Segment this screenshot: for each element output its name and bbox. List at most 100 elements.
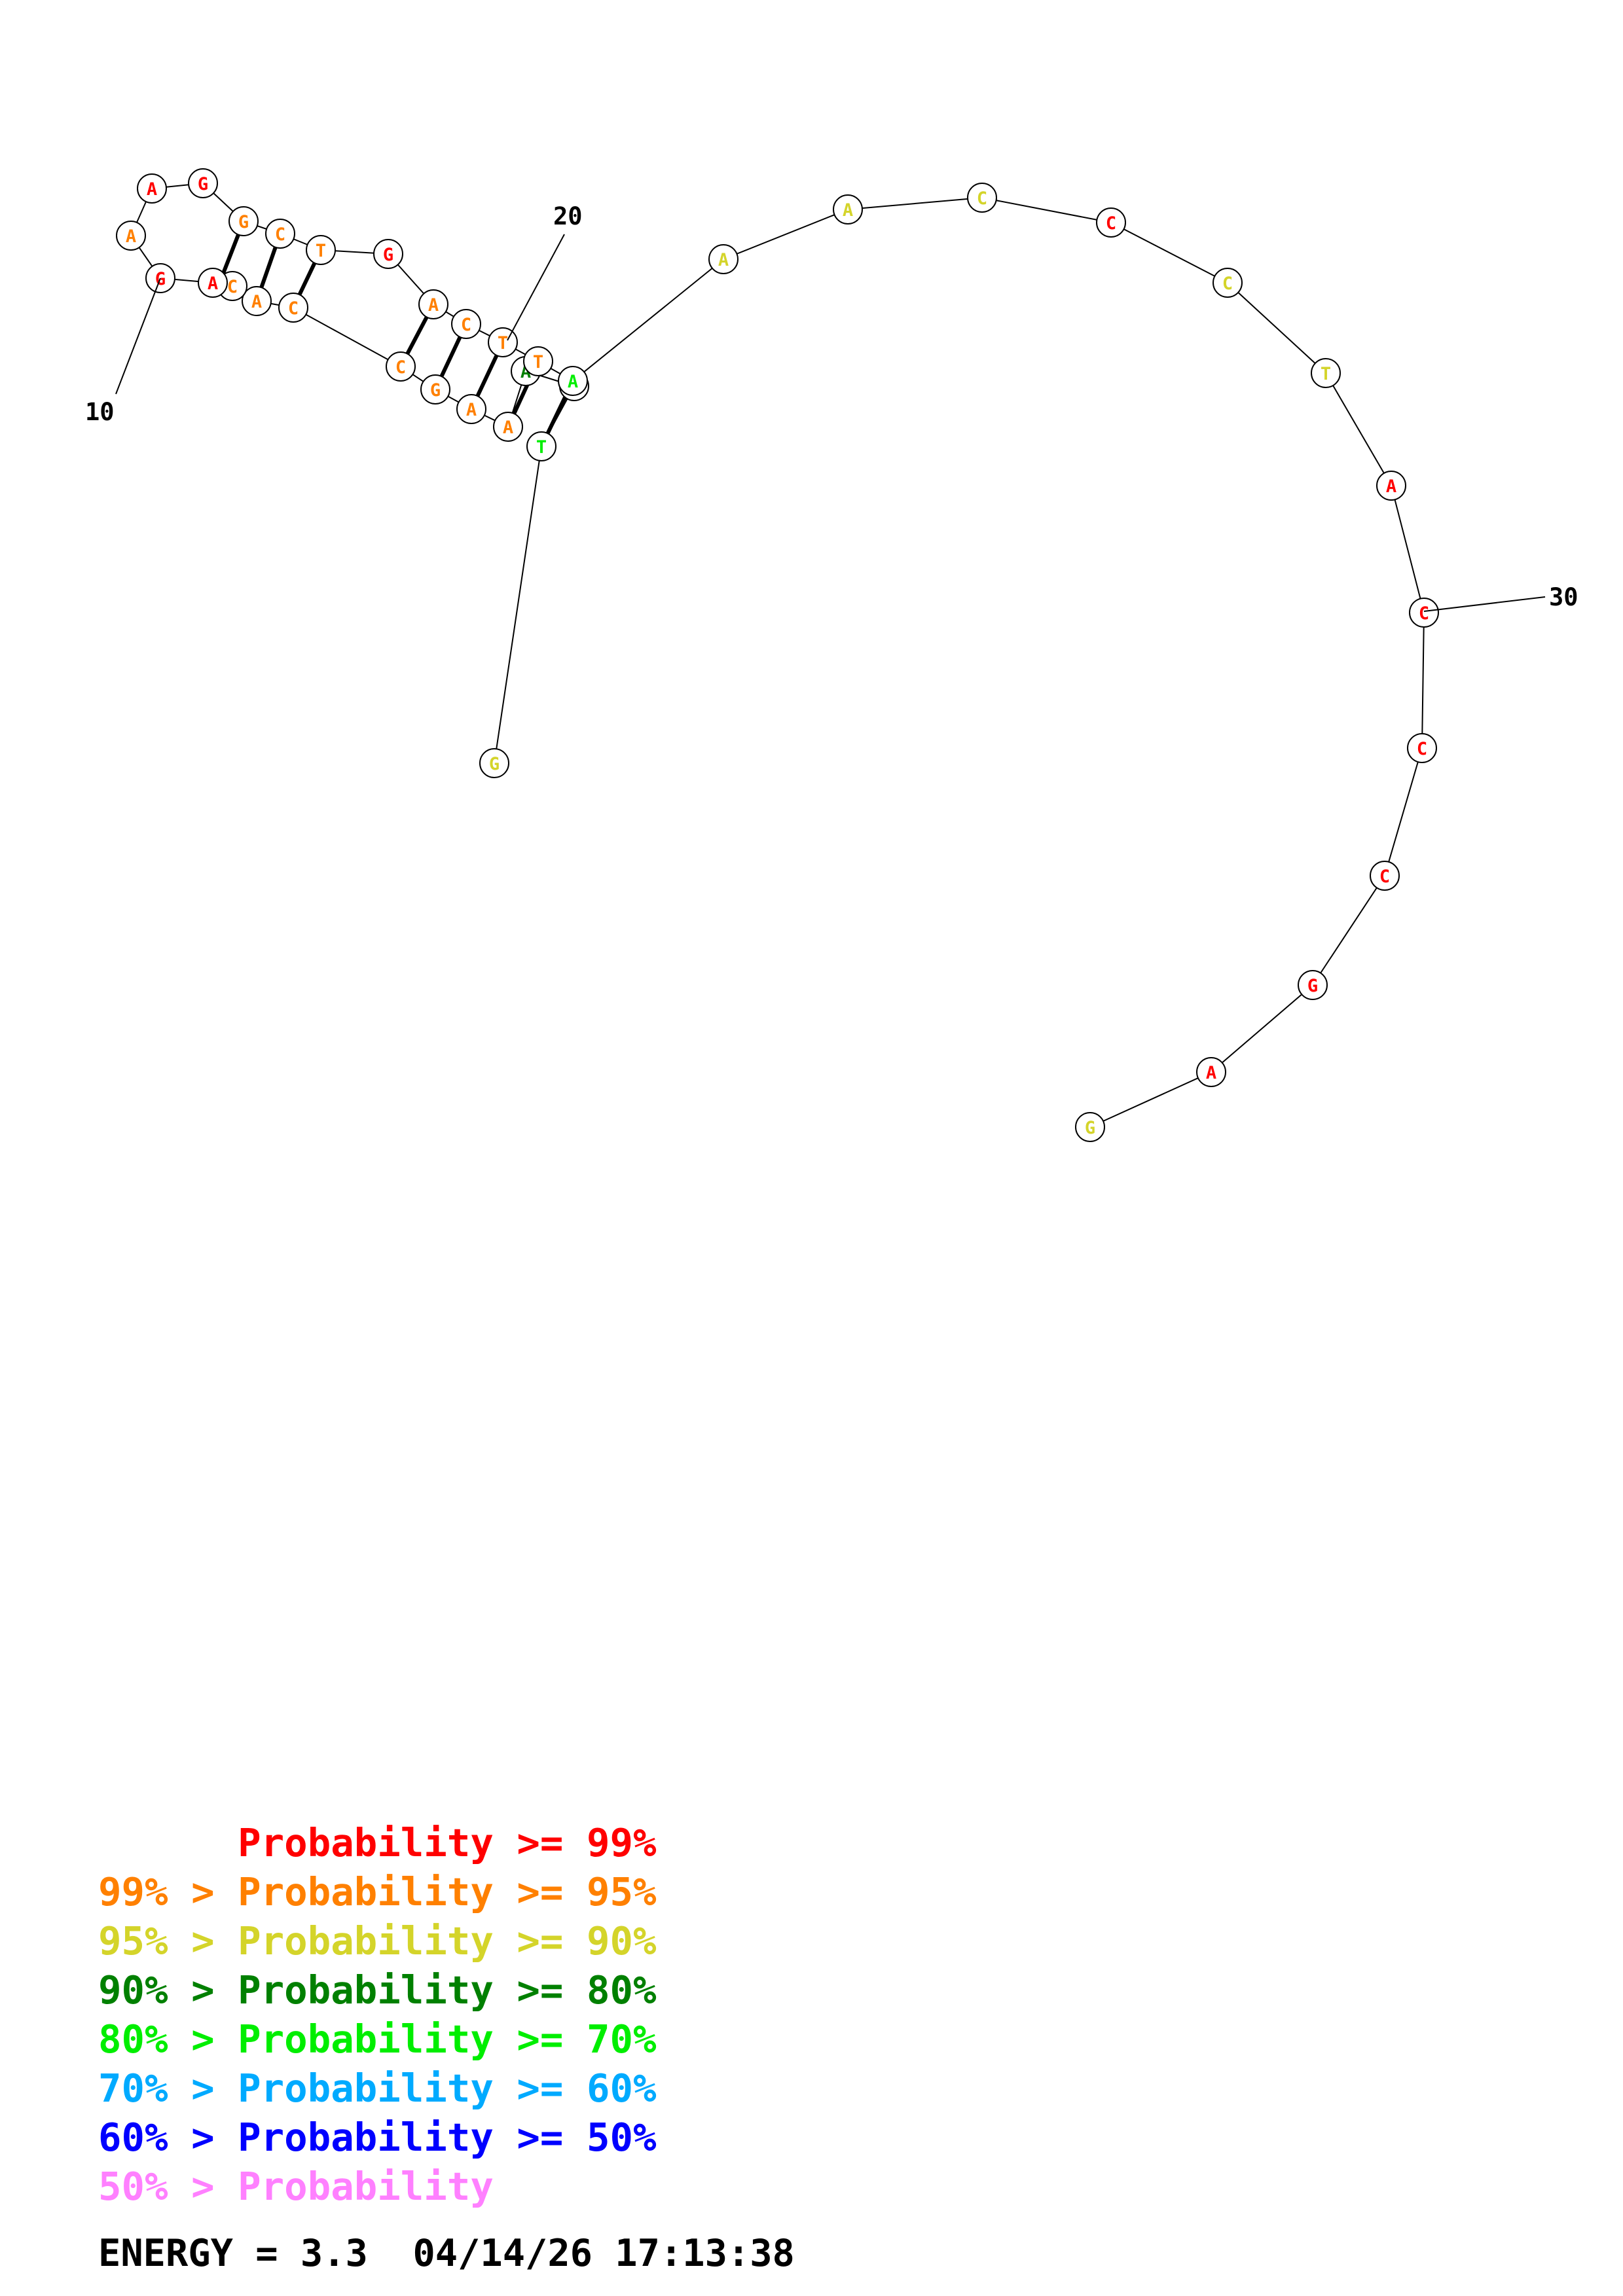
nucleotide-base: A xyxy=(208,274,218,294)
backbone-segment xyxy=(1384,747,1423,876)
nucleotide-circle xyxy=(116,221,146,251)
nucleotide-circle xyxy=(1376,471,1406,501)
backbone-segment xyxy=(1312,875,1385,986)
nucleotide-base: C xyxy=(977,188,987,209)
legend-row: 50% > Probability xyxy=(98,2164,494,2209)
backbone-segment xyxy=(1110,222,1228,283)
nucleotide: G xyxy=(1298,970,1328,1000)
nucleotide-circle xyxy=(1298,970,1328,1000)
nucleotide-base: A xyxy=(466,400,477,420)
nucleotide-circle xyxy=(558,366,588,396)
backbone-segment xyxy=(981,197,1112,223)
nucleotide: C xyxy=(967,183,997,213)
nucleotide-base: C xyxy=(1379,867,1390,887)
nucleotide: A xyxy=(833,194,863,224)
backbone-segment xyxy=(1325,372,1392,486)
backbone-segment xyxy=(847,197,983,210)
nucleotide-base: A xyxy=(251,292,262,312)
nucleotide: C xyxy=(1096,207,1126,238)
backbone-segment xyxy=(1227,282,1326,374)
nucleotide: A xyxy=(558,366,588,396)
nucleotide: G xyxy=(188,168,218,198)
nucleotide-base: C xyxy=(227,277,238,297)
nucleotide: C xyxy=(1407,733,1437,763)
backbone xyxy=(130,183,1425,1128)
nucleotide: A xyxy=(418,289,448,319)
nucleotide: G xyxy=(1075,1112,1105,1142)
nucleotide-base: C xyxy=(1222,274,1233,294)
nucleotide-circle xyxy=(451,309,481,339)
nucleotide: T xyxy=(1311,358,1341,388)
energy-value: ENERGY = 3.3 xyxy=(98,2232,368,2275)
nucleotide-base: G xyxy=(238,212,249,232)
nucleotide: T xyxy=(488,327,518,357)
nucleotide: C xyxy=(265,219,295,249)
nucleotide-base: C xyxy=(1419,603,1429,624)
position-20-label: 20 xyxy=(553,202,583,230)
nucleotide-circle xyxy=(228,206,259,236)
nucleotide: T xyxy=(526,431,556,461)
position-10-label: 10 xyxy=(85,398,115,426)
nucleotide: G xyxy=(228,206,259,236)
nucleotide-base: A xyxy=(503,418,513,438)
nucleotide: C xyxy=(451,309,481,339)
nucleotide-circle xyxy=(1311,358,1341,388)
nucleotide-base: G xyxy=(1307,976,1318,996)
nucleotide-base: T xyxy=(536,437,547,457)
nucleotide: A xyxy=(708,244,739,274)
nucleotide-base: A xyxy=(1206,1063,1216,1083)
nucleotide: A xyxy=(198,268,228,298)
nucleotide-base: G xyxy=(198,174,208,194)
nucleotide-circle xyxy=(306,235,336,265)
nucleotide-base: G xyxy=(489,754,500,774)
nucleotide-base: G xyxy=(430,380,441,401)
nucleotide-circle xyxy=(967,183,997,213)
nucleotide-base: C xyxy=(1417,739,1427,759)
nucleotide: A xyxy=(116,221,146,251)
nucleotide: T xyxy=(306,235,336,265)
nucleotide-circle xyxy=(1075,1112,1105,1142)
nucleotide: A xyxy=(137,173,167,204)
nucleotide-base: A xyxy=(126,226,136,247)
nucleotide-circle xyxy=(456,394,486,424)
nucleotide: A xyxy=(456,394,486,424)
nucleotide-base: C xyxy=(1106,213,1116,234)
nucleotide: G xyxy=(479,748,509,778)
nucleotide-circle xyxy=(479,748,509,778)
nucleotide: C xyxy=(1370,861,1400,891)
nucleotide: C xyxy=(278,293,308,323)
nucleotide-base: C xyxy=(288,298,299,319)
nucleotide: C xyxy=(1409,598,1439,628)
nucleotide-circle xyxy=(833,194,863,224)
nucleotide-base: C xyxy=(395,357,406,378)
nucleotide-base: A xyxy=(147,179,157,200)
nucleotide: A xyxy=(493,412,523,442)
timestamp: 04/14/26 17:13:38 xyxy=(412,2232,795,2275)
nucleotide-circle xyxy=(523,346,553,376)
position-30-label: 30 xyxy=(1549,583,1578,611)
nucleotide-base: C xyxy=(461,315,471,335)
legend-row: 90% > Probability >= 80% xyxy=(98,1967,657,2013)
nucleotide-base: C xyxy=(275,224,285,245)
nucleotide: A xyxy=(1376,471,1406,501)
backbone-segment xyxy=(494,446,542,764)
nucleotide-circle xyxy=(1409,598,1439,628)
nucleotide-circle xyxy=(188,168,218,198)
nucleotide: C xyxy=(1213,268,1243,298)
nucleotide-circle xyxy=(1196,1057,1226,1087)
backbone-segment xyxy=(1421,612,1425,749)
legend-row: 60% > Probability >= 50% xyxy=(98,2115,657,2160)
nucleotide: A xyxy=(242,286,272,316)
legend-row: Probability >= 99% xyxy=(98,1820,657,1865)
nucleotide-base: A xyxy=(568,372,578,392)
legend-row: 99% > Probability >= 95% xyxy=(98,1869,657,1914)
nucleotide-circle xyxy=(278,293,308,323)
nucleotide-circle xyxy=(242,286,272,316)
nucleotide-circle xyxy=(386,351,416,382)
nucleotide-base: A xyxy=(843,200,853,221)
nucleotide-base: T xyxy=(316,241,326,261)
backbone-segment xyxy=(293,307,401,367)
nucleotide-circle xyxy=(198,268,228,298)
nucleotide-base: T xyxy=(533,352,543,372)
